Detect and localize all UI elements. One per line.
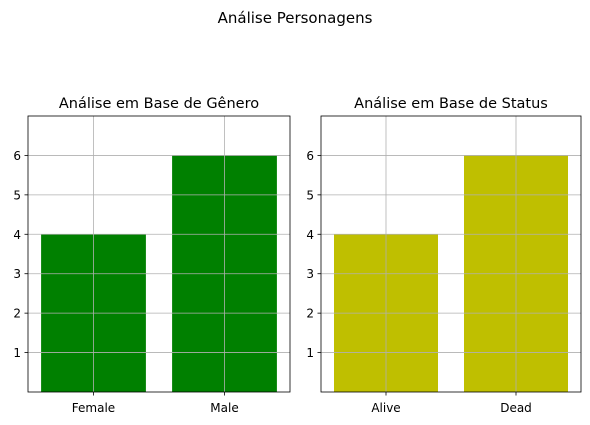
chart-panel-2: 1 2 3 4 5 6 Alive Dead Análise em Base de Status xyxy=(306,96,582,415)
y-tick-label: 5 xyxy=(306,188,314,202)
x-tick-label-alive: Alive xyxy=(371,401,400,415)
axes-frame xyxy=(27,115,291,393)
x-tick-label-dead: Dead xyxy=(500,401,532,415)
y-tick-label: 1 xyxy=(13,346,21,360)
y-tick-label: 6 xyxy=(13,149,21,163)
y-tick-label: 3 xyxy=(13,267,21,281)
y-tick-label: 2 xyxy=(13,307,21,321)
x-tick-label-male: Male xyxy=(210,401,238,415)
y-tick-label: 3 xyxy=(306,267,314,281)
figure-suptitle: Análise Personagens xyxy=(218,9,373,27)
axes-frame xyxy=(320,115,582,393)
y-tick-label: 2 xyxy=(306,307,314,321)
y-tick-label: 4 xyxy=(306,228,314,242)
chart-title: Análise em Base de Status xyxy=(354,96,548,112)
y-tick-label: 6 xyxy=(306,149,314,163)
chart-panel-1: 1 2 3 4 5 6 Female Male Análise em Base de Gêner… xyxy=(13,96,291,415)
chart-title: Análise em Base de Gênero xyxy=(59,96,259,112)
y-tick-label: 1 xyxy=(306,346,314,360)
y-tick-label: 4 xyxy=(13,228,21,242)
y-tick-label: 5 xyxy=(13,188,21,202)
x-tick-label-female: Female xyxy=(72,401,115,415)
